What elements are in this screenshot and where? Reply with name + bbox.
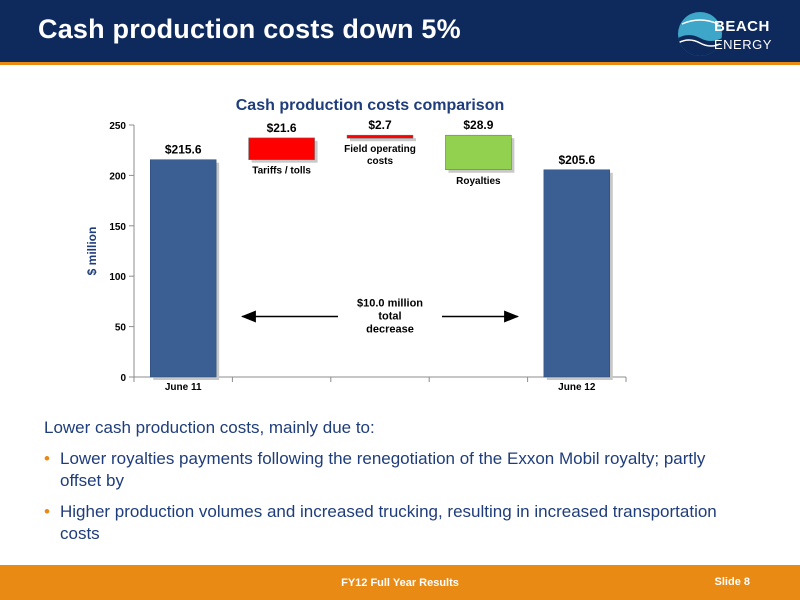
bar-tariffs-tolls: [248, 137, 315, 160]
value-label: $215.6: [165, 143, 202, 157]
logo-emblem-icon: [678, 12, 722, 56]
annotation-text: total: [378, 311, 401, 323]
x-tick-label: June 11: [165, 382, 202, 393]
x-tick-label: June 12: [558, 382, 596, 393]
beach-energy-logo: BEACH ENERGY: [674, 8, 794, 60]
logo-text-energy: ENERGY: [714, 37, 772, 52]
footer-title: FY12 Full Year Results: [341, 577, 459, 589]
bar-june-11: [149, 159, 217, 378]
y-tick-label: 150: [109, 222, 126, 233]
chart-title: Cash production costs comparison: [236, 97, 504, 114]
annotation-text: $10.0 million: [357, 298, 423, 310]
slide-number: Slide 8: [714, 576, 750, 588]
y-tick-label: 100: [109, 272, 126, 283]
y-tick-label: 200: [109, 171, 126, 182]
header-stripe: [0, 62, 800, 65]
value-label: $28.9: [463, 118, 493, 132]
bar-category-label: Tariffs / tolls: [252, 166, 311, 177]
bar-category-label: Royalties: [456, 176, 501, 187]
bar-category-label: Field operating: [344, 144, 416, 155]
y-axis-label: $ million: [85, 227, 99, 276]
bar-field-operating-costs: [346, 134, 414, 139]
header-bar: Cash production costs down 5% BEACH ENER…: [0, 0, 800, 62]
bar-june-12: [543, 169, 611, 378]
value-label: $2.7: [368, 118, 392, 132]
value-label: $205.6: [558, 153, 595, 167]
y-tick-label: 50: [115, 323, 127, 334]
logo-text-beach: BEACH: [714, 18, 770, 35]
bar-royalties: [445, 134, 512, 171]
bar-category-label: costs: [367, 156, 394, 167]
intro-text: Lower cash production costs, mainly due …: [44, 418, 375, 437]
value-label: $21.6: [267, 121, 297, 135]
body-text: Lower cash production costs, mainly due …: [44, 417, 744, 554]
waterfall-chart: Cash production costs comparison $ millio…: [85, 97, 627, 393]
slide-title: Cash production costs down 5%: [38, 14, 461, 44]
annotation-text: decrease: [366, 324, 414, 336]
y-tick-label: 0: [120, 373, 126, 384]
bullet-item-royalties: Lower royalties payments following the r…: [44, 448, 744, 492]
bullet-item-transport: Higher production volumes and increased …: [44, 501, 744, 545]
bar-shadow: [350, 138, 416, 142]
y-tick-label: 250: [109, 121, 126, 132]
footer-bar: FY12 Full Year Results Slide 8: [0, 565, 800, 600]
